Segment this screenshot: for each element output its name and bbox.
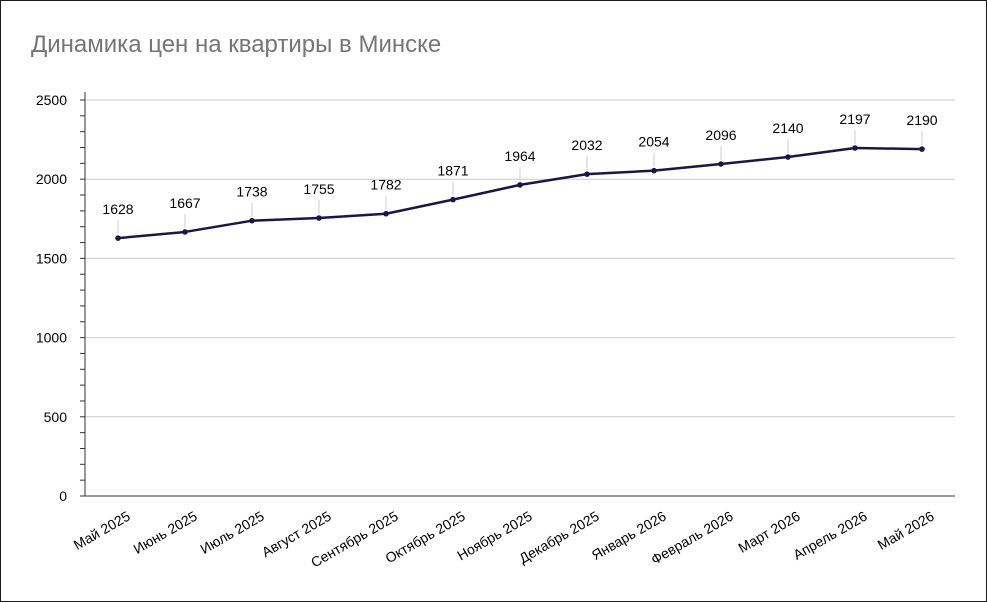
- data-point: [115, 235, 121, 241]
- data-point: [852, 145, 858, 151]
- x-tick-label: Апрель 2026: [790, 508, 870, 563]
- data-label: 2032: [571, 137, 602, 153]
- data-point: [383, 210, 389, 217]
- data-label: 1667: [169, 195, 200, 211]
- data-label: 1964: [504, 148, 535, 164]
- data-label: 2054: [638, 134, 669, 150]
- data-label: 2197: [839, 111, 870, 127]
- data-point: [316, 215, 322, 221]
- x-tick-label: Июнь 2025: [131, 508, 200, 557]
- data-point: [249, 217, 255, 224]
- y-tick-label: 500: [44, 409, 68, 425]
- data-label: 1755: [303, 181, 334, 197]
- data-point: [919, 146, 925, 152]
- data-point: [182, 229, 188, 235]
- data-point: [651, 167, 657, 174]
- data-label: 1782: [370, 177, 401, 193]
- data-point: [517, 182, 523, 188]
- y-tick-label: 1500: [36, 250, 67, 266]
- y-tick-label: 2000: [36, 171, 67, 187]
- data-label: 2096: [705, 127, 736, 143]
- data-point: [718, 161, 724, 167]
- data-label: 1871: [437, 163, 468, 179]
- x-tick-label: Июль 2025: [197, 508, 266, 557]
- data-label: 2190: [906, 112, 937, 128]
- x-tick-label: Май 2025: [71, 508, 133, 553]
- y-tick-label: 2500: [36, 92, 67, 108]
- data-label: 2140: [772, 120, 803, 136]
- data-point: [584, 171, 590, 177]
- data-label: 1738: [236, 184, 267, 200]
- data-point: [450, 196, 456, 203]
- chart-title: Динамика цен на квартиры в Минске: [31, 31, 442, 58]
- y-tick-label: 1000: [36, 330, 67, 346]
- x-tick-label: Май 2026: [875, 508, 937, 553]
- y-tick-label: 0: [59, 488, 67, 504]
- data-point: [785, 154, 791, 160]
- data-label: 1628: [102, 201, 133, 217]
